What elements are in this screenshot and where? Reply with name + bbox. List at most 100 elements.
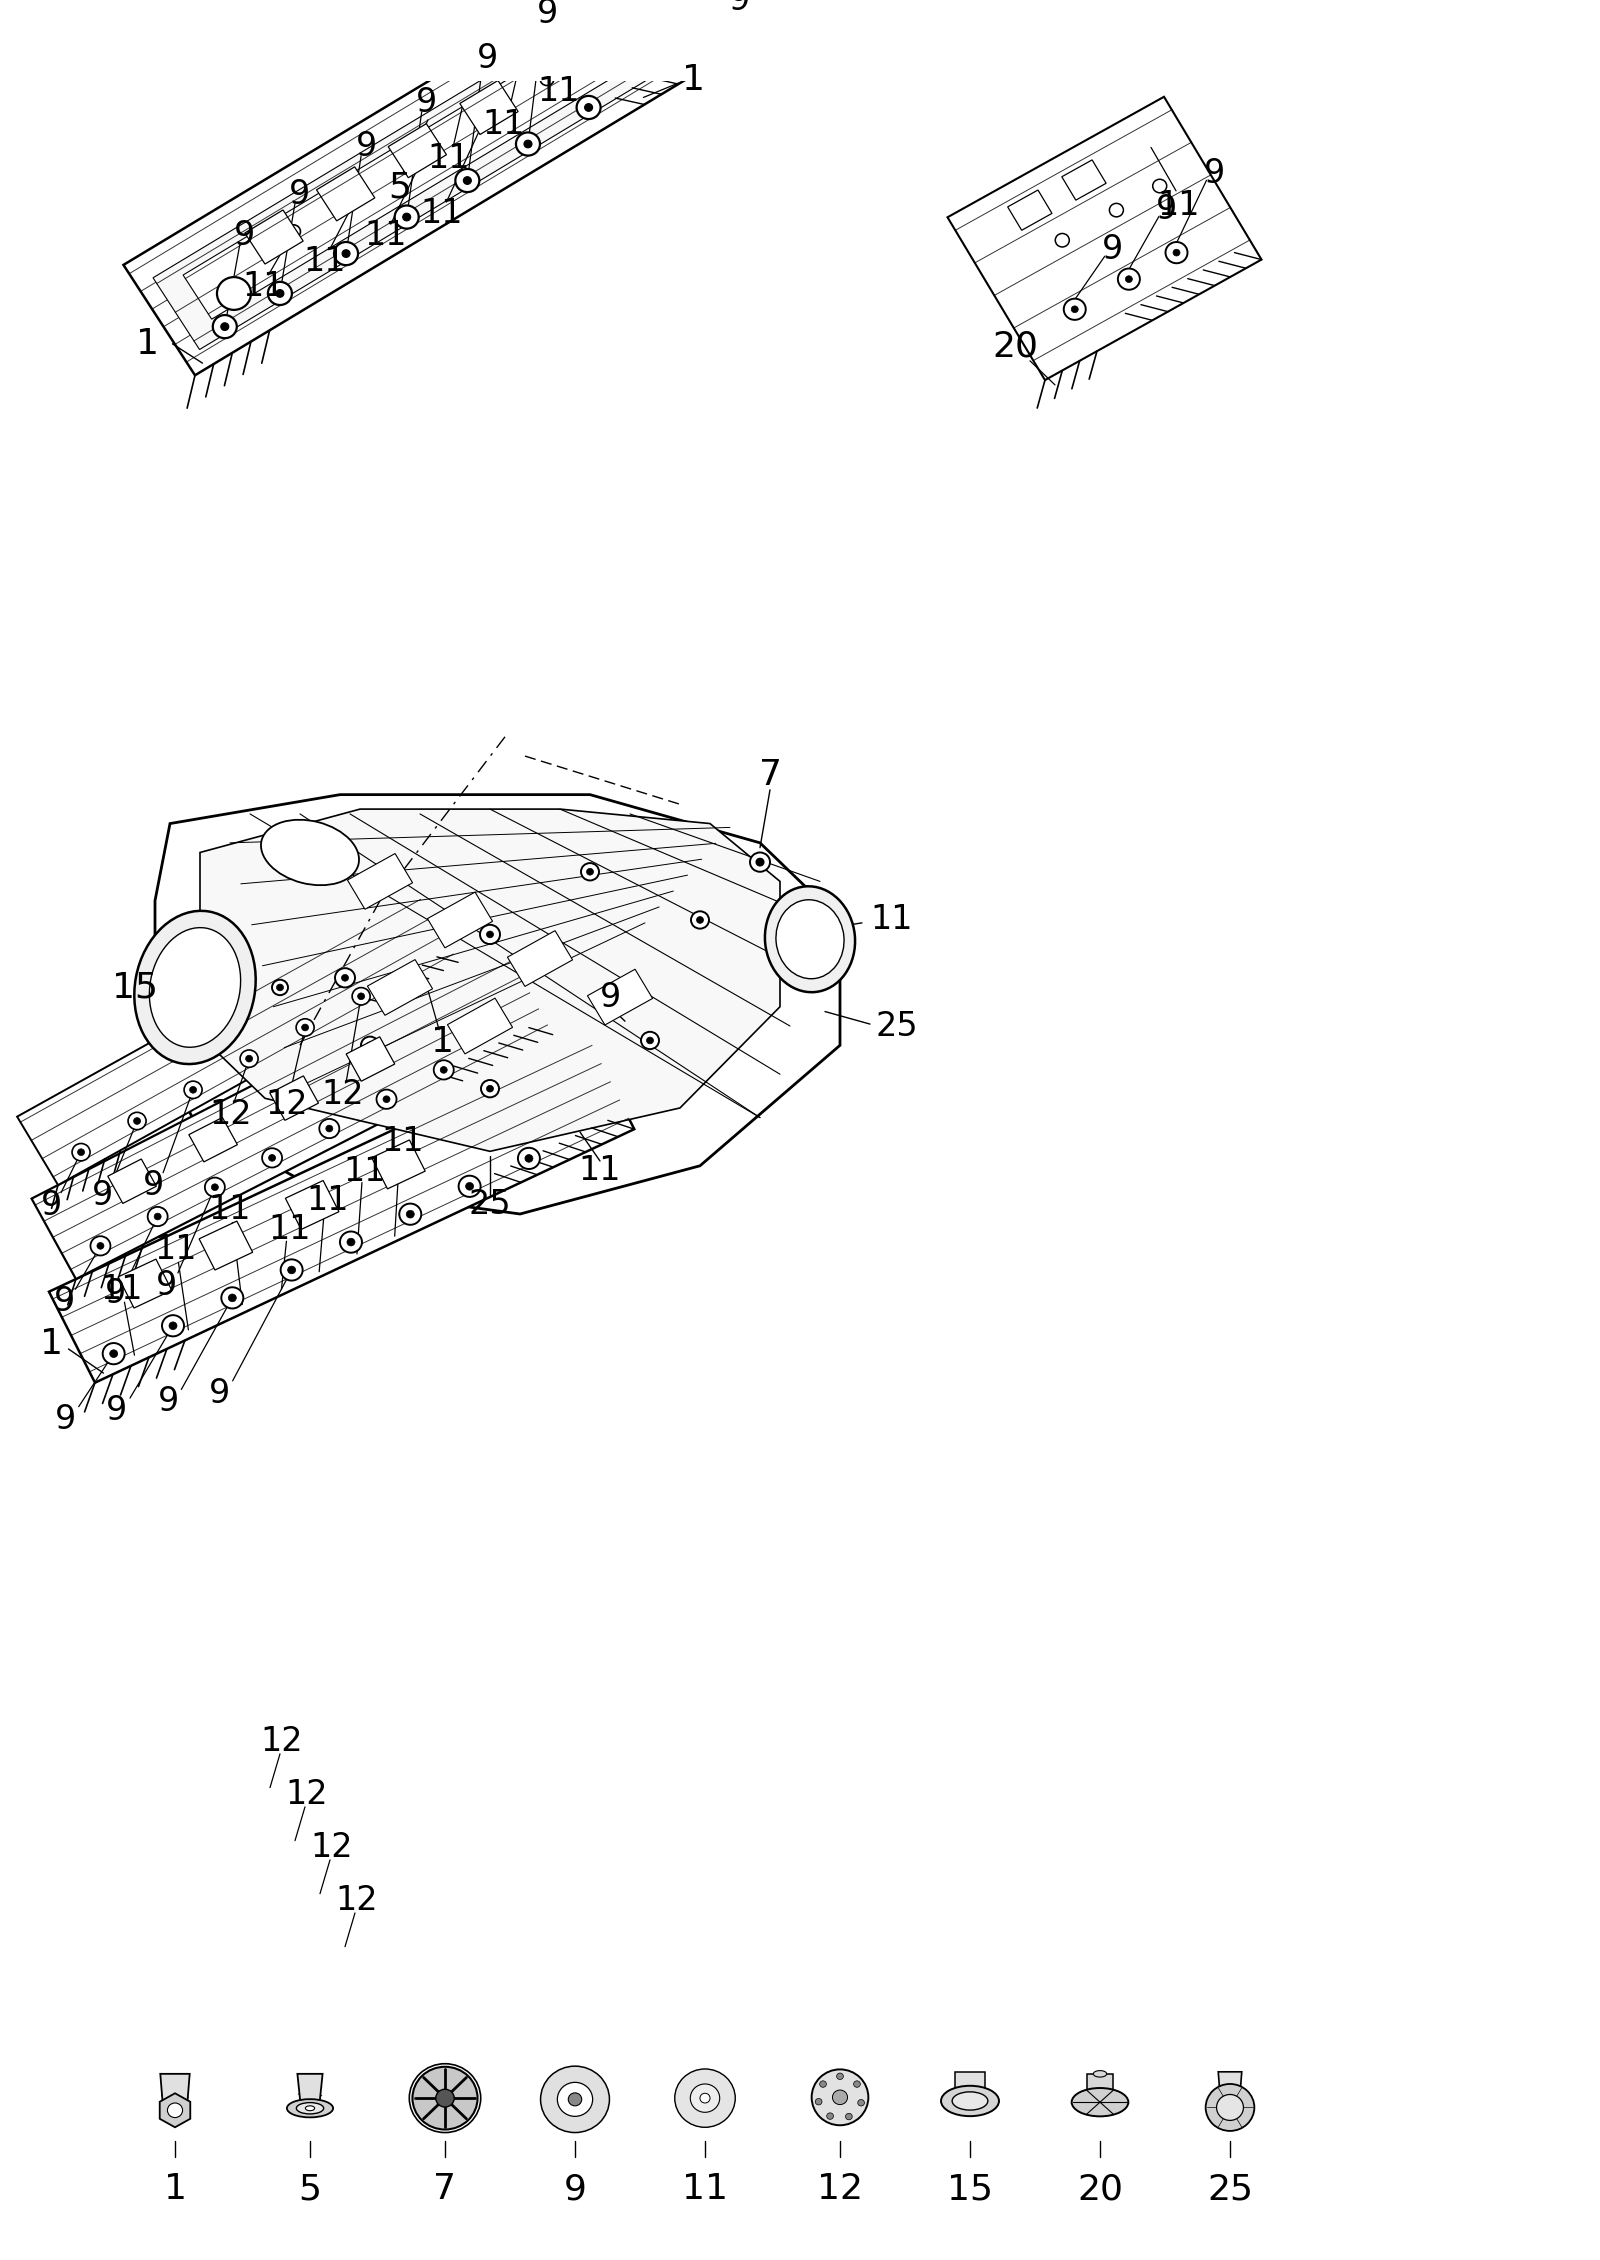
Polygon shape	[427, 893, 493, 947]
Circle shape	[837, 2072, 843, 2079]
Text: 12: 12	[310, 1831, 354, 1864]
Circle shape	[352, 988, 370, 1006]
Circle shape	[91, 1236, 110, 1257]
Circle shape	[541, 2066, 610, 2133]
Circle shape	[229, 1295, 237, 1302]
Circle shape	[486, 931, 493, 938]
Text: 11: 11	[1158, 190, 1200, 221]
Circle shape	[1152, 179, 1166, 192]
Circle shape	[854, 2081, 861, 2088]
Text: 12: 12	[336, 1885, 378, 1916]
Circle shape	[643, 56, 667, 79]
Circle shape	[435, 2088, 454, 2106]
Circle shape	[339, 1232, 362, 1252]
Circle shape	[651, 63, 659, 72]
Circle shape	[221, 1288, 243, 1309]
Text: 11: 11	[269, 1214, 310, 1245]
Text: 11: 11	[682, 2172, 728, 2206]
Circle shape	[1118, 269, 1139, 289]
Circle shape	[189, 1087, 197, 1094]
Ellipse shape	[675, 2070, 734, 2127]
Ellipse shape	[776, 899, 845, 979]
Text: 12: 12	[322, 1078, 365, 1112]
Circle shape	[334, 242, 358, 264]
Circle shape	[280, 1259, 302, 1281]
Text: 15: 15	[112, 970, 158, 1003]
Circle shape	[341, 974, 349, 981]
Text: 11: 11	[482, 108, 525, 142]
Circle shape	[419, 145, 432, 158]
Circle shape	[147, 1207, 168, 1227]
Polygon shape	[459, 81, 518, 136]
Polygon shape	[50, 1037, 634, 1383]
Circle shape	[696, 918, 704, 924]
Text: 1: 1	[136, 328, 158, 362]
Circle shape	[819, 2081, 826, 2088]
Polygon shape	[189, 1116, 237, 1162]
Text: 11: 11	[306, 1184, 349, 1216]
Text: 9: 9	[210, 1376, 230, 1410]
Polygon shape	[160, 2075, 190, 2111]
Text: 9: 9	[563, 2172, 587, 2206]
Circle shape	[1206, 2084, 1254, 2131]
Circle shape	[288, 1266, 296, 1275]
Ellipse shape	[544, 2070, 605, 2129]
Polygon shape	[270, 1076, 318, 1121]
Polygon shape	[18, 895, 458, 1184]
Ellipse shape	[941, 2086, 998, 2115]
Ellipse shape	[765, 886, 854, 992]
Text: 20: 20	[992, 330, 1038, 364]
Polygon shape	[507, 931, 573, 985]
Text: 12: 12	[210, 1098, 253, 1130]
Circle shape	[1072, 305, 1078, 312]
Circle shape	[587, 868, 594, 875]
Text: 9: 9	[290, 179, 310, 210]
Text: 11: 11	[421, 197, 462, 231]
Circle shape	[277, 983, 283, 990]
Circle shape	[362, 1037, 379, 1053]
Polygon shape	[1008, 190, 1051, 231]
Circle shape	[269, 1155, 275, 1162]
Circle shape	[827, 2113, 834, 2120]
Circle shape	[691, 911, 709, 929]
Text: 11: 11	[101, 1272, 142, 1306]
Text: 9: 9	[157, 1270, 178, 1302]
Circle shape	[133, 1119, 141, 1125]
Circle shape	[523, 140, 531, 147]
Circle shape	[466, 1182, 474, 1191]
Circle shape	[98, 1243, 104, 1250]
Ellipse shape	[296, 2102, 323, 2113]
Text: 20: 20	[1077, 2172, 1123, 2206]
Circle shape	[1109, 203, 1123, 217]
Text: 9: 9	[600, 981, 621, 1012]
Circle shape	[832, 2090, 848, 2104]
Circle shape	[541, 72, 554, 86]
Circle shape	[184, 1080, 202, 1098]
Text: 25: 25	[469, 1189, 512, 1220]
Circle shape	[400, 1205, 421, 1225]
Circle shape	[1173, 249, 1181, 255]
Circle shape	[170, 1322, 178, 1329]
Polygon shape	[32, 954, 552, 1279]
Text: 25: 25	[1206, 2172, 1253, 2206]
Text: 11: 11	[365, 219, 406, 253]
Text: 25: 25	[875, 1010, 918, 1042]
Circle shape	[1056, 233, 1069, 246]
Circle shape	[480, 108, 493, 122]
Polygon shape	[200, 809, 781, 1150]
Polygon shape	[371, 1139, 426, 1189]
Circle shape	[646, 1037, 653, 1044]
Circle shape	[275, 289, 283, 298]
Circle shape	[382, 1096, 390, 1103]
Circle shape	[699, 2093, 710, 2104]
Circle shape	[240, 1051, 258, 1067]
Text: 12: 12	[286, 1779, 328, 1810]
Text: 1: 1	[163, 2172, 187, 2206]
Circle shape	[690, 2084, 720, 2113]
Ellipse shape	[306, 2106, 315, 2111]
Polygon shape	[346, 1037, 395, 1080]
Text: 5: 5	[389, 170, 411, 203]
Text: 9: 9	[355, 131, 376, 163]
Polygon shape	[182, 0, 686, 319]
Circle shape	[218, 278, 251, 310]
